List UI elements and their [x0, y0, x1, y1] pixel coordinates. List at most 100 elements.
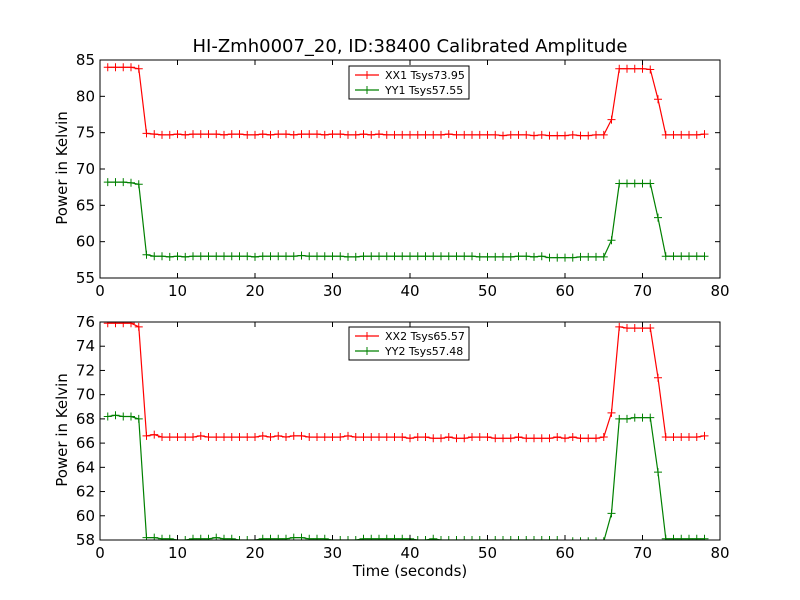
- data-point: [142, 431, 151, 440]
- data-point: [530, 434, 538, 443]
- x-tick-label: 10: [168, 544, 187, 562]
- data-point: [251, 252, 259, 261]
- data-point: [158, 433, 166, 442]
- data-point: [212, 252, 221, 261]
- data-point: [305, 534, 314, 540]
- data-point: [460, 252, 469, 261]
- data-point: [367, 130, 376, 139]
- data-point: [452, 536, 461, 540]
- legend-label: YY2 Tsys57.48: [384, 345, 463, 358]
- data-point: [258, 252, 267, 261]
- data-point: [220, 130, 228, 139]
- data-point: [630, 64, 639, 73]
- data-point: [685, 433, 693, 442]
- data-point: [437, 434, 445, 443]
- data-point: [390, 433, 399, 442]
- data-point: [297, 533, 306, 540]
- data-point: [413, 252, 422, 261]
- data-point: [367, 252, 376, 261]
- data-point: [266, 130, 275, 139]
- data-point: [638, 413, 647, 422]
- data-point: [181, 433, 190, 442]
- data-point: [584, 252, 593, 261]
- data-point: [654, 373, 662, 382]
- data-point: [692, 130, 701, 139]
- data-point: [150, 252, 159, 261]
- x-tick-label: 70: [633, 544, 652, 562]
- data-point: [630, 324, 639, 333]
- data-point: [475, 433, 484, 442]
- x-tick-label: 20: [245, 544, 264, 562]
- data-point: [576, 252, 585, 261]
- data-point: [700, 130, 709, 139]
- data-point: [235, 433, 244, 442]
- data-point: [181, 536, 190, 540]
- y-tick-label: 70: [76, 160, 95, 178]
- data-point: [572, 537, 574, 540]
- data-point: [603, 537, 605, 540]
- data-point: [444, 536, 453, 540]
- data-point: [243, 130, 252, 139]
- y-tick-label: 62: [76, 483, 95, 501]
- data-point: [646, 413, 655, 422]
- data-point: [468, 252, 476, 261]
- data-point: [258, 534, 267, 540]
- data-point: [669, 130, 678, 139]
- data-point: [553, 253, 562, 262]
- data-point: [235, 252, 244, 261]
- data-point: [119, 63, 128, 72]
- y-tick-label: 85: [76, 51, 95, 69]
- data-point: [437, 536, 445, 540]
- data-point: [646, 324, 655, 333]
- data-point: [460, 434, 469, 443]
- data-point: [258, 130, 267, 139]
- data-point: [677, 534, 686, 540]
- data-point: [615, 414, 624, 423]
- data-point: [196, 130, 205, 139]
- data-point: [452, 130, 461, 139]
- data-point: [220, 433, 228, 442]
- data-point: [336, 130, 345, 139]
- data-point: [661, 433, 670, 442]
- data-point: [189, 130, 197, 139]
- data-point: [204, 433, 213, 442]
- data-point: [289, 130, 298, 139]
- data-point: [468, 433, 476, 442]
- data-point: [390, 130, 399, 139]
- bottom-plot: 0 10 20 30 40 50 60 70 80 58 60 62 64 66 68 70 72 74 76: [76, 313, 730, 562]
- data-point: [576, 131, 585, 140]
- top-legend: XX1 Tsys73.95 YY1 Tsys57.55: [348, 65, 470, 100]
- data-point: [313, 130, 321, 139]
- data-point: [375, 130, 383, 139]
- data-point: [491, 536, 500, 540]
- data-point: [220, 534, 228, 540]
- bottom-x-axis-label: Time (seconds): [352, 562, 468, 580]
- data-point: [181, 252, 190, 261]
- data-point: [111, 322, 120, 328]
- data-point: [514, 536, 523, 540]
- data-point: [568, 130, 577, 139]
- data-point: [685, 252, 693, 261]
- y-tick-label: 80: [76, 87, 95, 105]
- data-point: [592, 130, 600, 139]
- data-point: [305, 130, 314, 139]
- data-point: [212, 130, 221, 139]
- bottom-y-axis-label: Power in Kelvin: [53, 373, 71, 487]
- data-point: [243, 252, 252, 261]
- data-point: [336, 433, 345, 442]
- y-tick-label: 72: [76, 361, 95, 379]
- data-point: [646, 179, 655, 188]
- data-point: [282, 252, 290, 261]
- data-point: [297, 431, 306, 440]
- data-point: [134, 322, 143, 331]
- data-point: [344, 252, 352, 261]
- data-point: [483, 130, 492, 139]
- data-point: [661, 130, 670, 139]
- data-point: [390, 252, 399, 261]
- x-tick-label: 0: [95, 544, 105, 562]
- data-point: [437, 130, 445, 139]
- data-point: [506, 130, 515, 139]
- data-point: [127, 63, 135, 72]
- data-point: [196, 431, 205, 440]
- data-point: [599, 130, 608, 139]
